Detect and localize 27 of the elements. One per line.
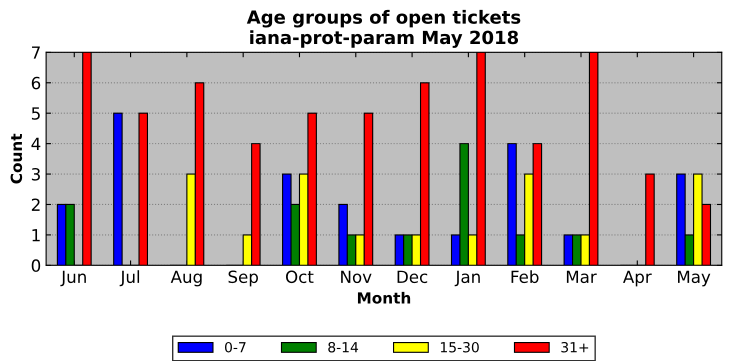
x-tick-label: Jul [120, 270, 140, 286]
x-axis-title: Month [358, 292, 410, 304]
chart-title: Age groups of open tickets iana-prot-param May 2018 [246, 10, 520, 48]
legend-label: 8-14 [328, 342, 358, 352]
x-tick-label: Nov [341, 270, 372, 284]
x-tick-label: Jun [60, 270, 86, 286]
x-tick-label: Jan [454, 270, 480, 286]
y-tick-label: 4 [31, 138, 40, 150]
legend-label: 0-7 [224, 342, 246, 352]
x-tick-label: Oct [286, 270, 314, 284]
y-tick-label: 5 [32, 107, 40, 120]
x-tick-label: Apr [623, 270, 652, 286]
legend-label: 15-30 [440, 342, 479, 352]
y-tick-label: 0 [32, 259, 40, 272]
x-tick-label: Aug [170, 270, 202, 286]
y-tick-label: 7 [32, 46, 40, 59]
y-tick-label: 2 [32, 198, 40, 211]
y-axis-title: Count [10, 134, 22, 184]
y-tick-label: 1 [32, 229, 40, 242]
x-tick-label: Dec [398, 270, 428, 284]
x-tick-label: Mar [566, 270, 597, 284]
x-tick-label: May [678, 270, 710, 286]
x-tick-label: Sep [228, 270, 258, 286]
legend-label: 31+ [561, 342, 588, 352]
y-tick-label: 3 [32, 168, 40, 181]
y-tick-label: 6 [32, 76, 40, 90]
x-tick-label: Feb [512, 270, 539, 284]
